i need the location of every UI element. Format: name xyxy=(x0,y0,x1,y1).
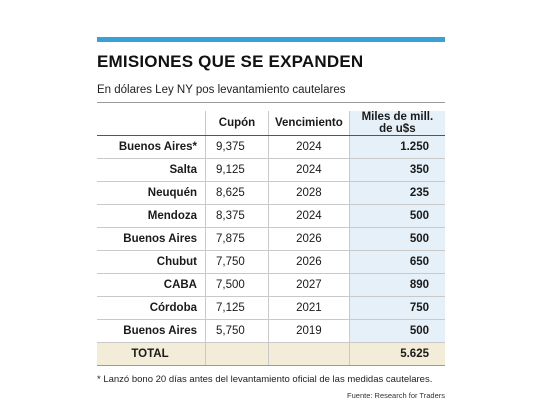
total-empty-vencimiento xyxy=(268,342,350,366)
page-title: EMISIONES QUE SE EXPANDEN xyxy=(97,52,364,71)
row-name: Buenos Aires xyxy=(97,319,206,343)
table-row: Córdoba 7,125 2021 750 xyxy=(97,296,445,320)
header-name xyxy=(97,111,206,136)
row-cupon: 7,125 xyxy=(205,296,269,320)
total-row: TOTAL 5.625 xyxy=(97,342,445,366)
row-name: Buenos Aires xyxy=(97,227,206,251)
row-cupon: 8,375 xyxy=(205,204,269,228)
table-header-row: Cupón Vencimiento Miles de mill. de u$s xyxy=(97,111,445,136)
row-name: Neuquén xyxy=(97,181,206,205)
row-vencimiento: 2028 xyxy=(268,181,350,205)
row-name: Salta xyxy=(97,158,206,182)
row-cupon: 7,750 xyxy=(205,250,269,274)
footnote: * Lanzó bono 20 días antes del levantami… xyxy=(97,374,433,385)
row-cupon: 7,500 xyxy=(205,273,269,297)
row-vencimiento: 2019 xyxy=(268,319,350,343)
emissions-table: Cupón Vencimiento Miles de mill. de u$s … xyxy=(97,111,445,366)
row-miles: 750 xyxy=(348,296,445,320)
row-vencimiento: 2021 xyxy=(268,296,350,320)
table-row: Buenos Aires 7,875 2026 500 xyxy=(97,227,445,251)
total-value: 5.625 xyxy=(348,342,445,366)
row-name: Córdoba xyxy=(97,296,206,320)
table-row: Mendoza 8,375 2024 500 xyxy=(97,204,445,228)
row-name: Buenos Aires* xyxy=(97,135,206,159)
row-cupon: 5,750 xyxy=(205,319,269,343)
row-vencimiento: 2026 xyxy=(268,250,350,274)
row-vencimiento: 2024 xyxy=(268,204,350,228)
header-cupon: Cupón xyxy=(205,111,269,136)
total-label: TOTAL xyxy=(97,342,206,366)
row-miles: 350 xyxy=(348,158,445,182)
page-subtitle: En dólares Ley NY pos levantamiento caut… xyxy=(97,84,445,103)
table-row: Salta 9,125 2024 350 xyxy=(97,158,445,182)
row-cupon: 9,375 xyxy=(205,135,269,159)
table-row: CABA 7,500 2027 890 xyxy=(97,273,445,297)
header-vencimiento: Vencimiento xyxy=(268,111,350,136)
row-miles: 890 xyxy=(348,273,445,297)
row-vencimiento: 2026 xyxy=(268,227,350,251)
row-miles: 1.250 xyxy=(348,135,445,159)
row-miles: 500 xyxy=(348,204,445,228)
row-cupon: 9,125 xyxy=(205,158,269,182)
row-miles: 500 xyxy=(348,319,445,343)
infographic: EMISIONES QUE SE EXPANDEN En dólares Ley… xyxy=(97,37,445,400)
row-cupon: 8,625 xyxy=(205,181,269,205)
row-miles: 650 xyxy=(348,250,445,274)
row-vencimiento: 2027 xyxy=(268,273,350,297)
row-name: CABA xyxy=(97,273,206,297)
row-name: Mendoza xyxy=(97,204,206,228)
row-vencimiento: 2024 xyxy=(268,135,350,159)
row-cupon: 7,875 xyxy=(205,227,269,251)
table-row: Buenos Aires* 9,375 2024 1.250 xyxy=(97,135,445,159)
table-body: Buenos Aires* 9,375 2024 1.250 Salta 9,125 202… xyxy=(97,135,445,343)
total-empty-cupon xyxy=(205,342,269,366)
header-miles: Miles de mill. de u$s xyxy=(348,111,445,136)
row-vencimiento: 2024 xyxy=(268,158,350,182)
row-miles: 235 xyxy=(348,181,445,205)
table-row: Chubut 7,750 2026 650 xyxy=(97,250,445,274)
row-name: Chubut xyxy=(97,250,206,274)
source-credit: Fuente: Research for Traders xyxy=(347,391,445,400)
table-row: Buenos Aires 5,750 2019 500 xyxy=(97,319,445,343)
row-miles: 500 xyxy=(348,227,445,251)
table-row: Neuquén 8,625 2028 235 xyxy=(97,181,445,205)
top-accent-bar xyxy=(97,37,445,42)
